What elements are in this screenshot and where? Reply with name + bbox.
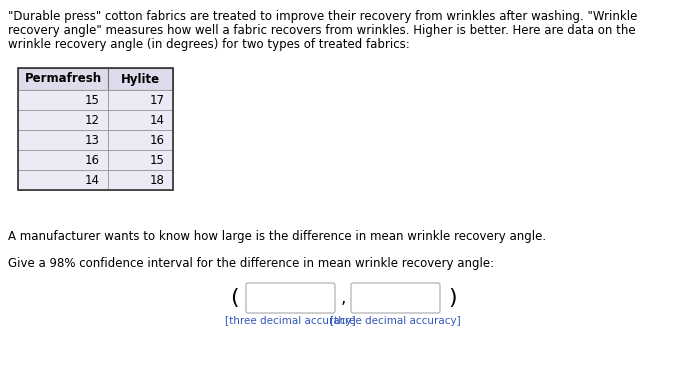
Text: (: ( — [230, 288, 238, 308]
FancyBboxPatch shape — [108, 68, 173, 90]
FancyBboxPatch shape — [18, 150, 108, 170]
FancyBboxPatch shape — [18, 130, 108, 150]
Text: Hylite: Hylite — [121, 72, 160, 85]
FancyBboxPatch shape — [108, 130, 173, 150]
Text: 17: 17 — [150, 93, 165, 106]
Text: 14: 14 — [150, 113, 165, 127]
Text: recovery angle" measures how well a fabric recovers from wrinkles. Higher is bet: recovery angle" measures how well a fabr… — [8, 24, 635, 37]
Text: wrinkle recovery angle (in degrees) for two types of treated fabrics:: wrinkle recovery angle (in degrees) for … — [8, 38, 410, 51]
Text: ): ) — [448, 288, 456, 308]
Text: "Durable press" cotton fabrics are treated to improve their recovery from wrinkl: "Durable press" cotton fabrics are treat… — [8, 10, 637, 23]
FancyBboxPatch shape — [246, 283, 335, 313]
FancyBboxPatch shape — [18, 170, 108, 190]
Text: 15: 15 — [85, 93, 100, 106]
Text: A manufacturer wants to know how large is the difference in mean wrinkle recover: A manufacturer wants to know how large i… — [8, 230, 546, 243]
Text: [three decimal accuracy]: [three decimal accuracy] — [225, 316, 356, 326]
Text: 16: 16 — [150, 134, 165, 146]
Text: 15: 15 — [150, 153, 165, 166]
Text: Permafresh: Permafresh — [24, 72, 101, 85]
Text: [three decimal accuracy]: [three decimal accuracy] — [330, 316, 461, 326]
Text: 13: 13 — [85, 134, 100, 146]
Text: 18: 18 — [150, 173, 165, 187]
FancyBboxPatch shape — [351, 283, 440, 313]
FancyBboxPatch shape — [18, 68, 108, 90]
Text: 16: 16 — [85, 153, 100, 166]
FancyBboxPatch shape — [108, 90, 173, 110]
FancyBboxPatch shape — [18, 110, 108, 130]
Text: 14: 14 — [85, 173, 100, 187]
Text: 12: 12 — [85, 113, 100, 127]
FancyBboxPatch shape — [108, 150, 173, 170]
FancyBboxPatch shape — [18, 90, 108, 110]
FancyBboxPatch shape — [108, 110, 173, 130]
Text: Give a 98% confidence interval for the difference in mean wrinkle recovery angle: Give a 98% confidence interval for the d… — [8, 257, 494, 270]
Text: ,: , — [341, 289, 347, 307]
FancyBboxPatch shape — [108, 170, 173, 190]
